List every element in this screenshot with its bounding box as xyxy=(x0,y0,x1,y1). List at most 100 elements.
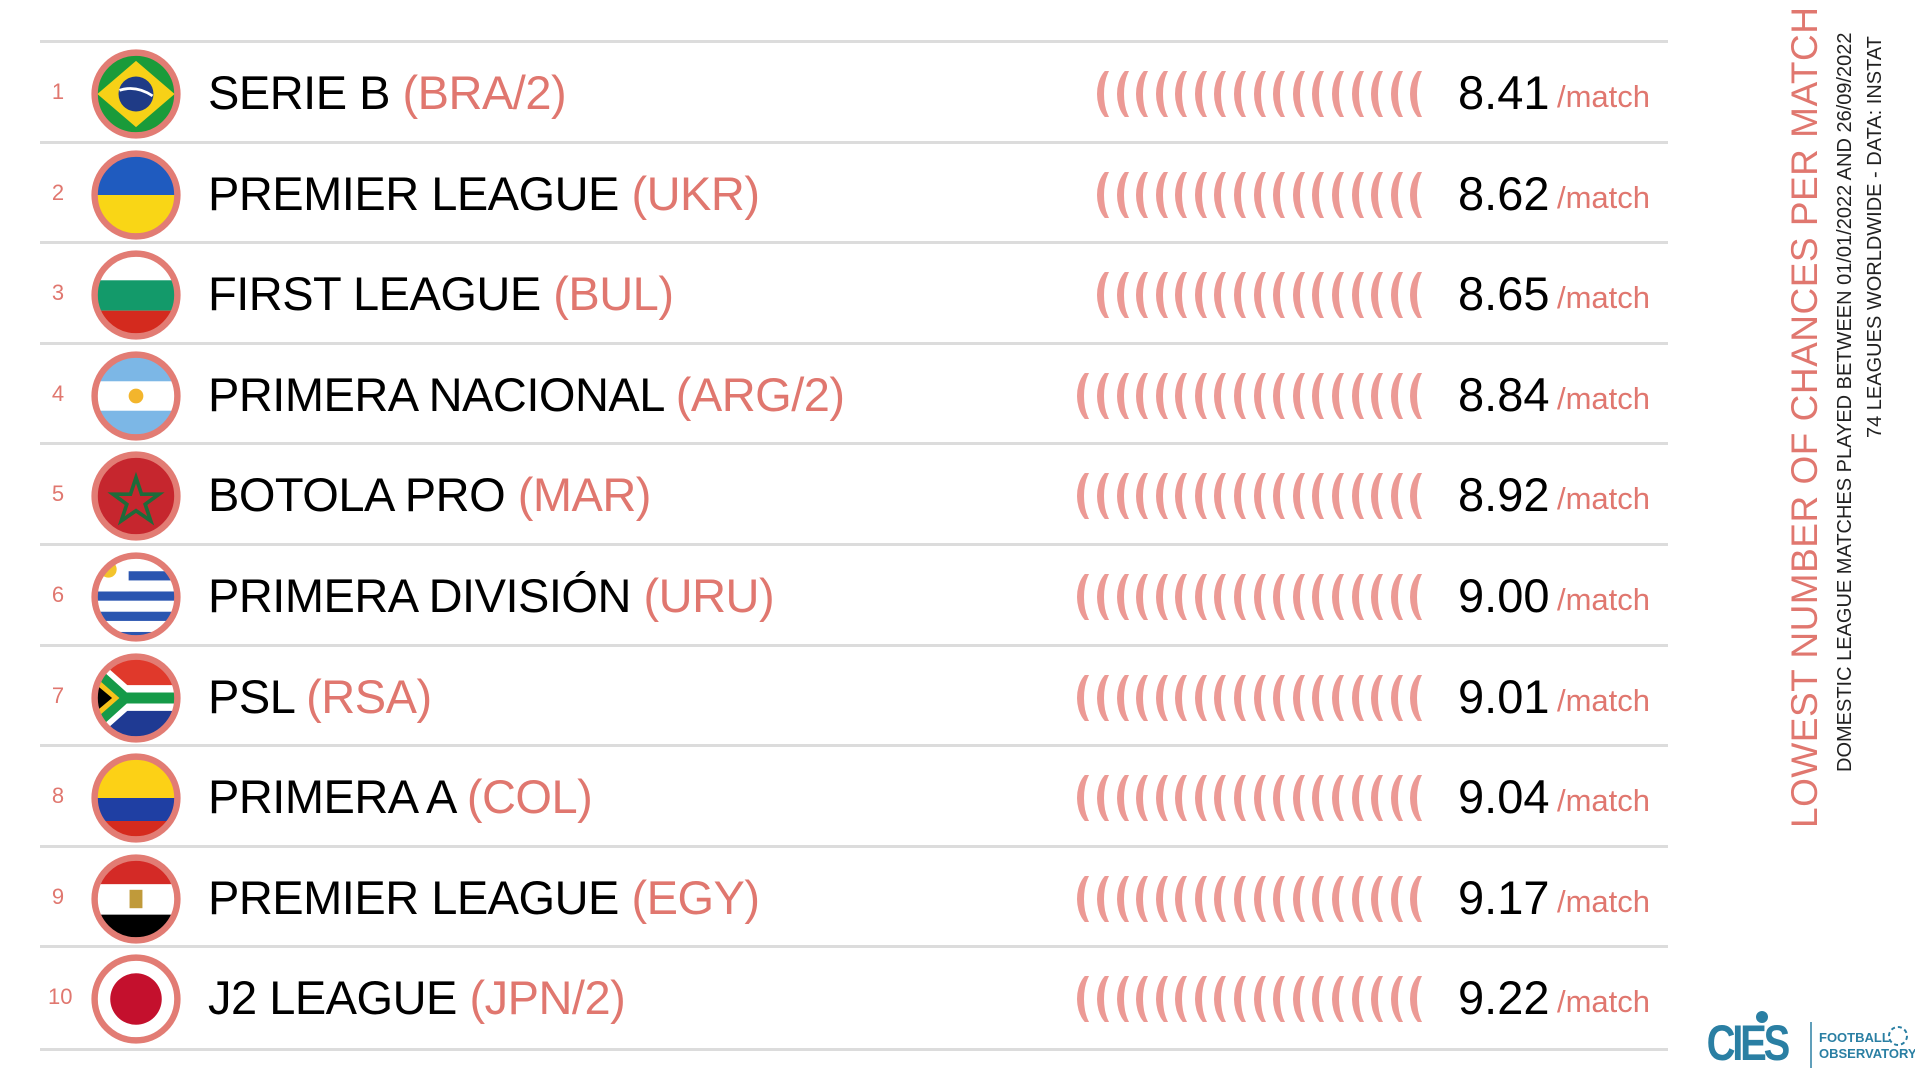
unit-label: /match xyxy=(1557,179,1651,215)
league-row: 7 PSL (RSA) 9.01 /match xyxy=(40,643,1668,747)
argentina-flag-icon xyxy=(91,351,181,441)
chance-arc-icon xyxy=(1193,574,1213,620)
chance-arc-icon xyxy=(1271,71,1291,117)
chance-arc-icon xyxy=(1291,272,1311,319)
chance-arc-icon xyxy=(1212,875,1232,922)
chance-arc-icon xyxy=(1173,372,1193,419)
league-title: J2 LEAGUE xyxy=(208,971,457,1025)
chance-arc-icon xyxy=(1173,775,1193,822)
rank-number: 5 xyxy=(51,481,65,507)
chance-arc-icon xyxy=(1115,674,1135,721)
chance-arc-icon xyxy=(1115,372,1135,419)
chance-arc-icon xyxy=(1173,71,1193,117)
chance-arc-icon xyxy=(1310,171,1330,218)
chance-arc-icon xyxy=(1310,674,1330,721)
chances-value: 8.65 xyxy=(1458,267,1550,321)
rank-number: 1 xyxy=(51,79,65,104)
chance-arc-icon xyxy=(1271,372,1291,419)
chance-arc-icon xyxy=(1389,171,1409,218)
league-row: 9 PREMIER LEAGUE (EGY) 9.17 /match xyxy=(40,844,1668,948)
chance-arc-icon xyxy=(1193,272,1213,319)
chance-arc-icon xyxy=(1134,976,1154,1023)
ukraine-flag-icon xyxy=(91,149,181,240)
country-code: (COL) xyxy=(466,770,593,824)
league-row: 8 PRIMERA A (COL) 9.04 /match xyxy=(40,744,1668,847)
chance-arc-icon xyxy=(1232,976,1252,1023)
chance-arc-icon xyxy=(1193,372,1213,419)
chance-arc-icon xyxy=(1095,775,1115,822)
league-name: PRIMERA A (COL) xyxy=(208,769,593,824)
rank-number: 8 xyxy=(51,783,65,809)
chance-arc-icon xyxy=(1310,875,1330,922)
chance-arc-icon xyxy=(1193,674,1213,721)
chances-value: 9.17 xyxy=(1458,870,1550,924)
chance-arc-icon xyxy=(1095,71,1115,117)
chance-arc-icon xyxy=(1330,775,1350,822)
chance-arc-icon xyxy=(1115,272,1135,319)
chance-arc-icon xyxy=(1212,473,1232,520)
unit-label: /match xyxy=(1557,783,1651,819)
chance-arc-icon xyxy=(1350,976,1370,1023)
chance-arc-icon xyxy=(1369,71,1389,117)
chance-arc-icon xyxy=(1193,875,1213,922)
chance-bar xyxy=(1075,372,1428,419)
chance-arc-icon xyxy=(1212,372,1232,419)
chance-arc-icon xyxy=(1173,272,1193,319)
chance-bar xyxy=(1095,71,1428,117)
chance-arc-icon xyxy=(1193,171,1213,218)
chance-arc-icon xyxy=(1134,272,1154,319)
chance-arc-icon xyxy=(1330,473,1350,520)
rank-number: 4 xyxy=(51,380,65,406)
chance-arc-icon xyxy=(1310,272,1330,319)
league-title: SERIE B xyxy=(208,66,390,119)
chance-arc-icon xyxy=(1350,372,1370,419)
chance-arc-icon xyxy=(1291,372,1311,419)
chance-arc-icon xyxy=(1350,875,1370,922)
chance-bar xyxy=(1075,775,1428,822)
chance-arc-icon xyxy=(1154,674,1174,721)
chance-arc-icon xyxy=(1075,674,1095,721)
chance-arc-icon xyxy=(1291,473,1311,520)
chance-arc-icon xyxy=(1330,272,1350,319)
league-name: BOTOLA PRO (MAR) xyxy=(208,467,651,522)
chance-arc-icon xyxy=(1291,171,1311,218)
unit-label: /match xyxy=(1557,682,1651,718)
chance-arc-icon xyxy=(1271,272,1291,319)
chance-bar xyxy=(1075,574,1428,620)
colombia-flag-icon xyxy=(91,753,181,843)
chance-arc-icon xyxy=(1154,473,1174,520)
chance-arc-icon xyxy=(1134,574,1154,620)
chance-arc-icon xyxy=(1115,574,1135,620)
chance-arc-icon xyxy=(1173,976,1193,1023)
league-title: PRIMERA NACIONAL xyxy=(208,367,664,421)
chance-bar xyxy=(1075,875,1428,922)
chance-bar xyxy=(1075,976,1428,1023)
chance-arc-icon xyxy=(1389,71,1409,117)
uruguay-flag-icon xyxy=(91,552,181,642)
chance-arc-icon xyxy=(1115,976,1135,1023)
league-title: PREMIER LEAGUE xyxy=(208,166,619,220)
logo-text-observatory: OBSERVATORY xyxy=(1819,1046,1915,1061)
league-row: 3 FIRST LEAGUE (BUL) 8.65 /match xyxy=(40,241,1668,344)
chance-arc-icon xyxy=(1154,875,1174,922)
chance-arc-icon xyxy=(1252,71,1272,117)
south-africa-flag-icon xyxy=(91,652,181,743)
chance-arc-icon xyxy=(1291,775,1311,822)
chances-value: 8.62 xyxy=(1458,166,1550,220)
rank-number: 9 xyxy=(51,883,65,909)
chance-arc-icon xyxy=(1075,775,1095,822)
chance-arc-icon xyxy=(1252,976,1272,1023)
chance-arc-icon xyxy=(1232,473,1252,520)
chance-arc-icon xyxy=(1095,875,1115,922)
league-name: PREMIER LEAGUE (UKR) xyxy=(208,166,760,221)
chance-arc-icon xyxy=(1330,171,1350,218)
chance-arc-icon xyxy=(1173,473,1193,520)
chance-arc-icon xyxy=(1350,674,1370,721)
chance-arc-icon xyxy=(1369,775,1389,822)
chance-arc-icon xyxy=(1154,976,1174,1023)
chance-arc-icon xyxy=(1212,71,1232,117)
chance-arc-icon xyxy=(1271,674,1291,721)
chance-arc-icon xyxy=(1369,976,1389,1023)
country-code: (BRA/2) xyxy=(402,66,567,119)
chance-arc-icon xyxy=(1232,272,1252,319)
